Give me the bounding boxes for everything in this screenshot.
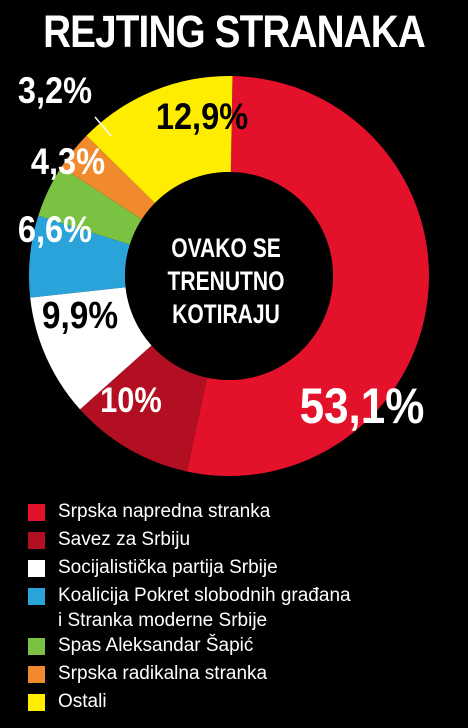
legend-label: Socijalistička partija Srbije <box>58 557 278 578</box>
data-label: 3,2% <box>18 70 92 111</box>
donut-hole <box>125 172 333 380</box>
legend-swatch <box>28 638 45 655</box>
pie-slice <box>86 76 233 204</box>
data-label: 53,1% <box>300 377 425 433</box>
legend-item: Spas Aleksandar Šapić <box>28 633 458 661</box>
data-label: 6,6% <box>18 209 92 250</box>
data-label: 9,9% <box>42 294 118 336</box>
chart-subtitle-line: TRENUTNO <box>167 266 285 296</box>
legend-swatch <box>28 694 45 711</box>
legend-label: Savez za Srbiju <box>58 529 191 550</box>
chart-title: REJTING STRANAKA <box>43 6 426 57</box>
data-label: 12,9% <box>156 96 248 137</box>
legend-item: Srpska radikalna stranka <box>28 661 458 689</box>
chart-subtitle-line: OVAKO SE <box>171 233 281 263</box>
data-label: 4,3% <box>31 141 105 182</box>
legend-label: Spas Aleksandar Šapić <box>58 635 254 656</box>
legend-item: Srpska napredna stranka <box>28 499 458 527</box>
legend-label: Srpska napredna stranka <box>58 501 271 522</box>
pie-slice <box>61 135 155 220</box>
pie-slice <box>30 287 152 410</box>
legend-swatch <box>28 666 45 683</box>
chart-legend: Srpska napredna stranka Savez za Srbiju … <box>28 499 458 717</box>
chart-subtitle-line: KOTIRAJU <box>172 299 280 329</box>
data-label: 10% <box>100 380 162 419</box>
legend-swatch <box>28 532 45 549</box>
legend-item: Socijalistička partija Srbije <box>28 555 458 583</box>
legend-item: Savez za Srbiju <box>28 527 458 555</box>
legend-swatch <box>28 588 45 605</box>
legend-label: Srpska radikalna stranka <box>58 663 268 684</box>
pie-slice <box>29 215 130 298</box>
legend-item: Ostali <box>28 689 458 717</box>
legend-item: Koalicija Pokret slobodnih građana i Str… <box>28 583 458 633</box>
chart-subtitle: OVAKO SE TRENUTNO KOTIRAJU <box>165 232 287 331</box>
label-leader-line <box>94 116 112 137</box>
pie-slice <box>79 345 208 472</box>
legend-label: Koalicija Pokret slobodnih građana i Str… <box>58 585 351 631</box>
pie-slice <box>38 166 142 245</box>
legend-swatch <box>28 504 45 521</box>
pie-slice <box>186 76 430 477</box>
legend-label: Ostali <box>58 691 107 712</box>
legend-swatch <box>28 560 45 577</box>
